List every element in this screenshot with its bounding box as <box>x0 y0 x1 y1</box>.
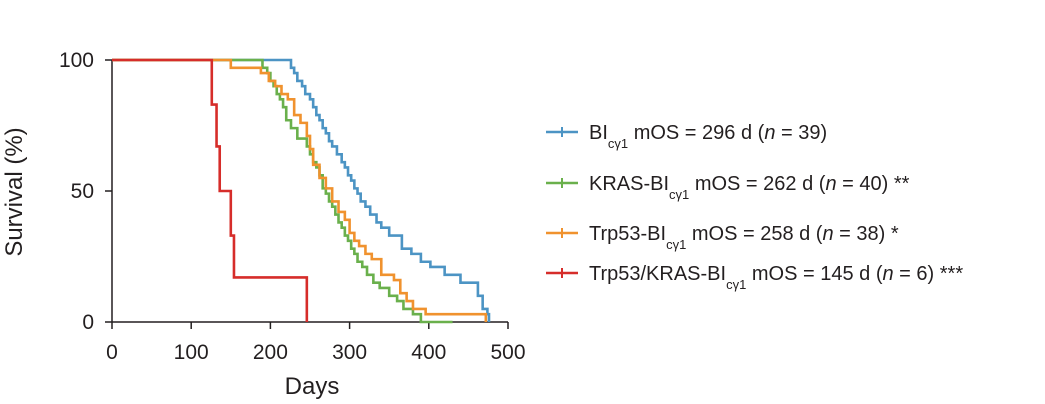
y-tick-label: 100 <box>59 49 94 72</box>
legend-label-3: Trp53-BIcγ1 mOS = 258 d (n = 38) * <box>589 223 899 252</box>
y-axis-title: Survival (%) <box>1 127 28 256</box>
y-tick-label: 50 <box>71 180 94 203</box>
legend-name-sub: cγ1 <box>608 136 628 151</box>
legend-label-4: Trp53/KRAS-BIcγ1 mOS = 145 d (n = 6) *** <box>589 263 963 292</box>
legend-name-sub: cγ1 <box>726 277 746 292</box>
legend-name-suffix: mOS = 145 d ( <box>746 263 883 285</box>
legend-name-rest: = 6) <box>894 263 935 285</box>
legend-name-prefix: KRAS-BI <box>589 173 669 195</box>
x-tick-label: 0 <box>106 341 118 364</box>
legend-name-rest: = 38) <box>834 223 886 245</box>
legend-name-rest: = 40) <box>837 173 889 195</box>
survival-curve-3 <box>112 58 488 322</box>
legend-n-label: n <box>883 263 894 285</box>
x-tick-label: 200 <box>253 341 288 364</box>
legend-name-suffix: mOS = 296 d ( <box>628 122 765 144</box>
legend-label-2: KRAS-BIcγ1 mOS = 262 d (n = 40) ** <box>589 173 910 202</box>
legend: BIcγ1 mOS = 296 d (n = 39)KRAS-BIcγ1 mOS… <box>546 122 963 292</box>
legend-name-prefix: BI <box>589 122 608 144</box>
series-lines <box>112 58 491 324</box>
legend-significance: * <box>885 223 899 245</box>
legend-name-suffix: mOS = 262 d ( <box>689 173 826 195</box>
x-tick-label: 400 <box>411 341 446 364</box>
legend-name-sub: cγ1 <box>669 187 689 202</box>
legend-significance: *** <box>934 263 963 285</box>
ticks: 0 100 200 300 400 500 0 50 100 <box>59 49 526 364</box>
legend-label-1: BIcγ1 mOS = 296 d (n = 39) <box>589 122 827 151</box>
survival-curve-1 <box>112 58 491 322</box>
legend-n-label: n <box>764 122 775 144</box>
legend-name-rest: = 39) <box>775 122 827 144</box>
legend-name-suffix: mOS = 258 d ( <box>686 223 823 245</box>
legend-n-label: n <box>825 173 836 195</box>
survival-curve-2 <box>112 58 453 324</box>
y-tick-label: 0 <box>82 311 94 334</box>
legend-name-sub: cγ1 <box>666 237 686 252</box>
legend-name-prefix: Trp53-BI <box>589 223 666 245</box>
x-tick-label: 500 <box>490 341 525 364</box>
x-tick-label: 100 <box>174 341 209 364</box>
x-tick-label: 300 <box>332 341 367 364</box>
x-axis-title: Days <box>285 373 340 400</box>
legend-n-label: n <box>822 223 833 245</box>
survival-curve-4 <box>112 58 309 322</box>
legend-name-prefix: Trp53/KRAS-BI <box>589 263 726 285</box>
legend-significance: ** <box>888 173 909 195</box>
